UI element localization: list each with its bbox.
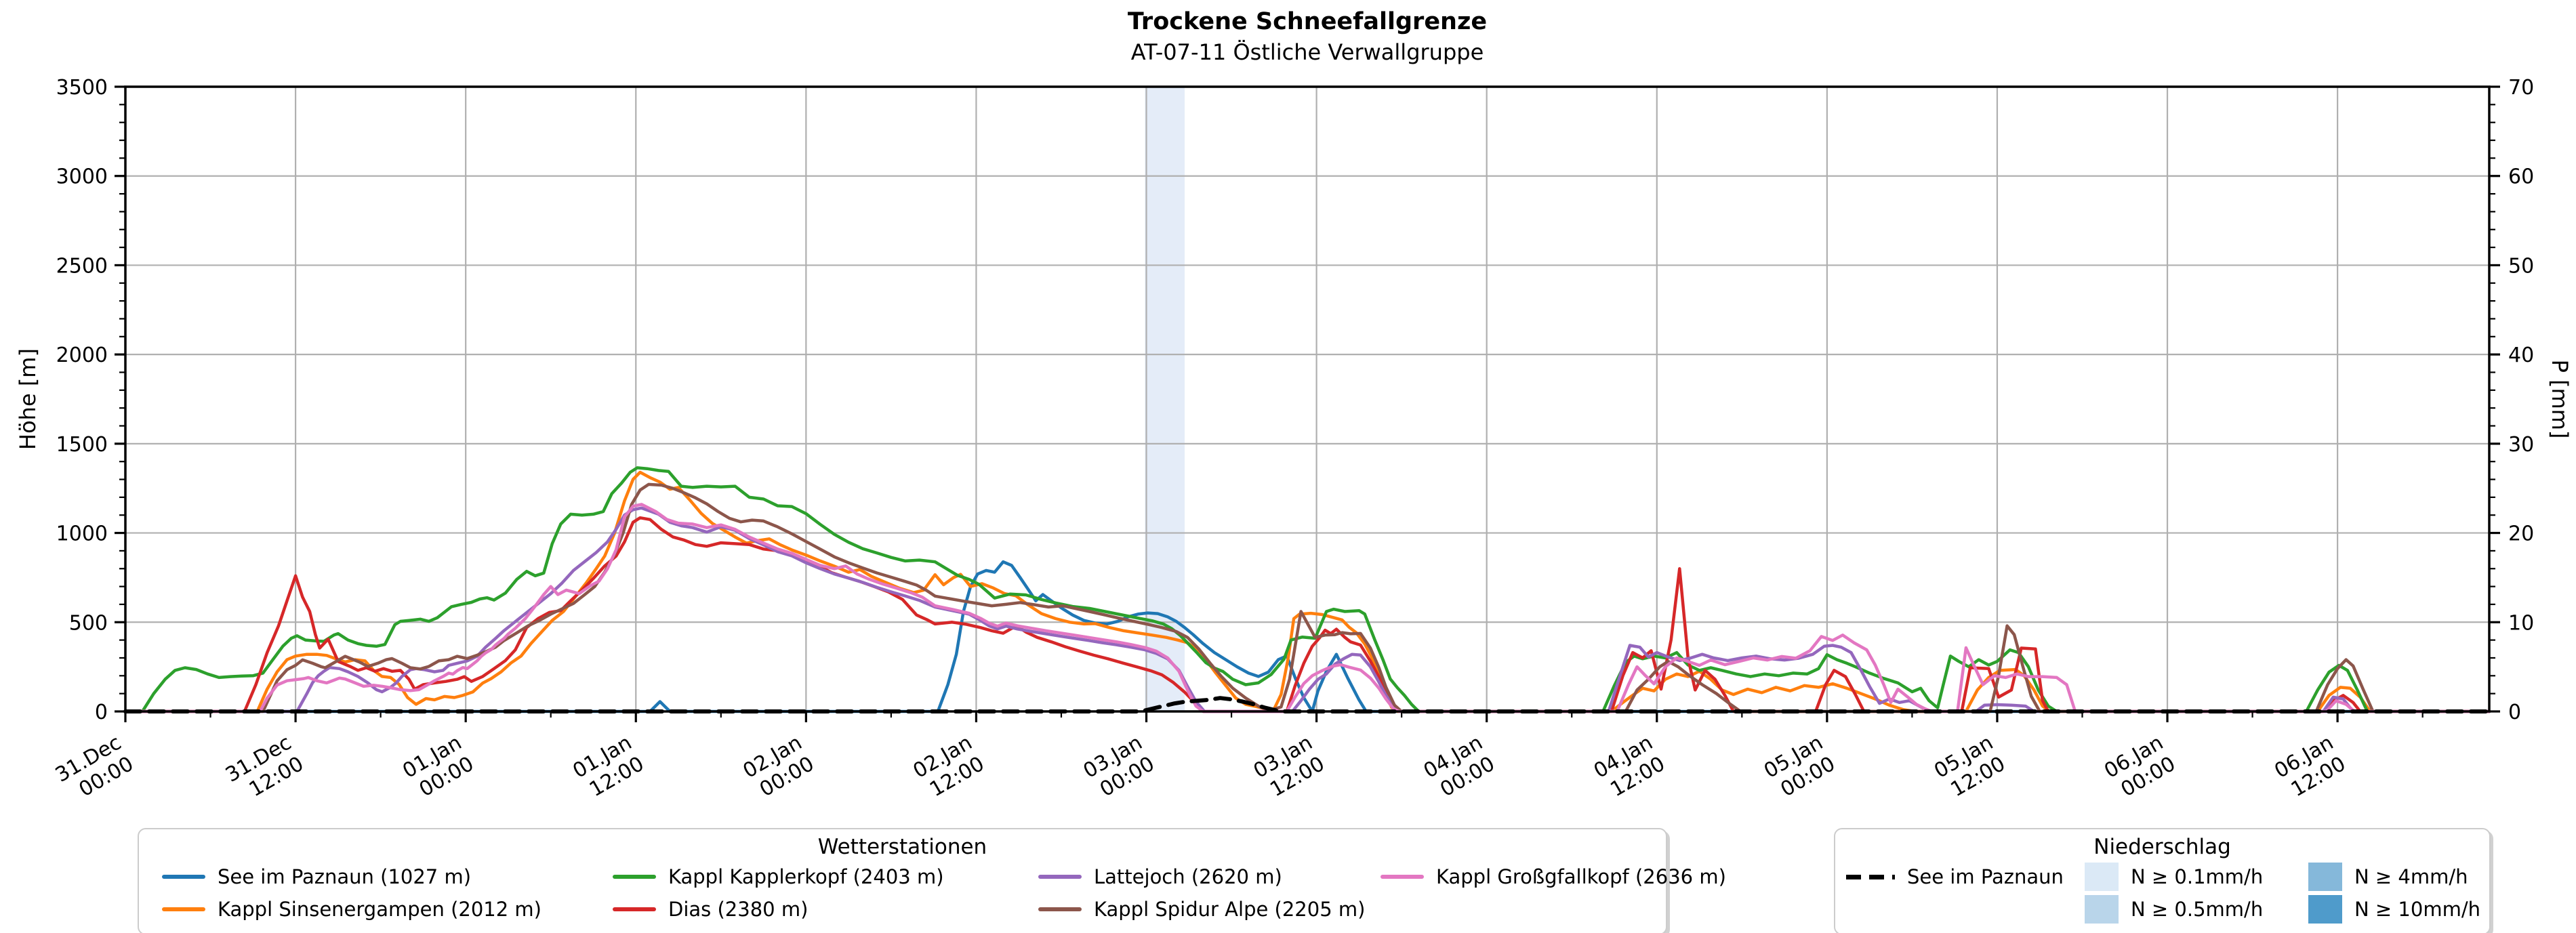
y-left-axis-label: Höhe [m] bbox=[15, 348, 41, 450]
legend-precip-item: N ≥ 10mm/h bbox=[2308, 893, 2489, 926]
precip-patch-swatch bbox=[2085, 863, 2119, 891]
y-left-tick-label: 3000 bbox=[56, 165, 108, 189]
legend-line-swatch bbox=[1038, 907, 1082, 911]
y-left-tick-label: 1000 bbox=[56, 522, 108, 546]
legend-spacer bbox=[1846, 893, 2085, 926]
legend-precip-label: N ≥ 0.1mm/h bbox=[2131, 865, 2264, 888]
series-kappl-kapplerkopf-2403-m- bbox=[123, 466, 2491, 713]
legend-precip-item: N ≥ 0.5mm/h bbox=[2085, 893, 2308, 926]
legend-line-swatch bbox=[613, 875, 656, 879]
precip-patch-swatch bbox=[2085, 895, 2119, 924]
legend-precip-label: N ≥ 10mm/h bbox=[2354, 898, 2480, 921]
legend-station-label: See im Paznaun (1027 m) bbox=[218, 865, 472, 888]
y-left-tick-label: 500 bbox=[69, 611, 108, 635]
legend-station-label: Kappl Großgfallkopf (2636 m) bbox=[1436, 865, 1726, 888]
y-right-tick-label: 10 bbox=[2508, 611, 2534, 635]
series-kappl-sinsenergampen-2012-m- bbox=[123, 470, 2491, 713]
legend-station-item: Kappl Kapplerkopf (2403 m) bbox=[613, 861, 1038, 893]
series-kappl-gro-gfallkopf-2636-m- bbox=[123, 503, 2491, 713]
series-dias-2380-m- bbox=[123, 516, 2491, 713]
legend-station-item: Kappl Großgfallkopf (2636 m) bbox=[1381, 861, 1726, 893]
legend-station-label: Kappl Sinsenergampen (2012 m) bbox=[218, 898, 541, 921]
y-left-tick-label: 2500 bbox=[56, 254, 108, 278]
precip-patch-swatch bbox=[2308, 895, 2342, 924]
legend-station-item: Lattejoch (2620 m) bbox=[1038, 861, 1381, 893]
legend-niederschlag: Niederschlag See im Paznaun N ≥ 0.1mm/h N … bbox=[1834, 828, 2491, 933]
legend-station-item: Kappl Spidur Alpe (2205 m) bbox=[1038, 893, 1381, 926]
legend-niederschlag-items: See im Paznaun N ≥ 0.1mm/h N ≥ 0.5mm/h N ≥ … bbox=[1835, 861, 2489, 926]
legend-precip-item: See im Paznaun bbox=[1846, 861, 2085, 893]
legend-precip-item: N ≥ 4mm/h bbox=[2308, 861, 2489, 893]
legend-precip-label: N ≥ 4mm/h bbox=[2354, 865, 2468, 888]
y-left-tick-label: 1500 bbox=[56, 433, 108, 457]
y-left-tick-label: 3500 bbox=[56, 76, 108, 100]
y-right-tick-label: 50 bbox=[2508, 254, 2534, 278]
legend-station-item: Dias (2380 m) bbox=[613, 893, 1038, 926]
legend-station-label: Lattejoch (2620 m) bbox=[1094, 865, 1282, 888]
y-right-tick-label: 70 bbox=[2508, 76, 2534, 100]
series-kappl-spidur-alpe-2205-m- bbox=[123, 482, 2491, 713]
legend-niederschlag-title: Niederschlag bbox=[2093, 835, 2231, 859]
legend-line-swatch bbox=[162, 875, 205, 879]
precip-patch-swatch bbox=[2308, 863, 2342, 891]
dashed-line-swatch bbox=[1846, 874, 1895, 879]
legend-station-label: Kappl Spidur Alpe (2205 m) bbox=[1094, 898, 1366, 921]
legend-line-swatch bbox=[1038, 875, 1082, 879]
legend-line-swatch bbox=[162, 907, 205, 911]
chart-subtitle: AT-07-11 Östliche Verwallgruppe bbox=[1130, 39, 1484, 65]
legend-precip-label: N ≥ 0.5mm/h bbox=[2131, 898, 2264, 921]
y-left-tick-label: 0 bbox=[95, 701, 108, 724]
legend-wetterstationen: Wetterstationen See im Paznaun (1027 m) K… bbox=[138, 828, 1726, 933]
plot-frame bbox=[124, 85, 2491, 713]
y-right-tick-label: 40 bbox=[2508, 344, 2534, 367]
series-see-im-paznaun-niederschlag- bbox=[123, 696, 2491, 713]
y-right-tick-label: 0 bbox=[2508, 701, 2521, 724]
legend-precip-item: N ≥ 0.1mm/h bbox=[2085, 861, 2308, 893]
series-lattejoch-2620-m- bbox=[123, 506, 2491, 713]
y-right-tick-label: 60 bbox=[2508, 165, 2534, 189]
legend-station-label: Dias (2380 m) bbox=[668, 898, 809, 921]
legend-precip-label: See im Paznaun bbox=[1907, 865, 2064, 888]
legend-line-swatch bbox=[1381, 875, 1424, 879]
legend-line-swatch bbox=[613, 907, 656, 911]
legend-station-item: See im Paznaun (1027 m) bbox=[162, 861, 613, 893]
y-left-tick-label: 2000 bbox=[56, 344, 108, 367]
y-right-tick-label: 20 bbox=[2508, 522, 2534, 546]
legend-station-label: Kappl Kapplerkopf (2403 m) bbox=[668, 865, 944, 888]
chart-title: Trockene Schneefallgrenze bbox=[1127, 8, 1488, 35]
y-right-axis-label: P [mm] bbox=[2547, 360, 2573, 439]
legend-station-item: Kappl Sinsenergampen (2012 m) bbox=[162, 893, 613, 926]
y-right-tick-label: 30 bbox=[2508, 433, 2534, 457]
precip-band bbox=[1145, 87, 1185, 711]
legend-wetterstationen-title: Wetterstationen bbox=[817, 835, 987, 859]
legend-wetterstationen-items: See im Paznaun (1027 m) Kappl Sinsenergam… bbox=[139, 861, 1726, 926]
